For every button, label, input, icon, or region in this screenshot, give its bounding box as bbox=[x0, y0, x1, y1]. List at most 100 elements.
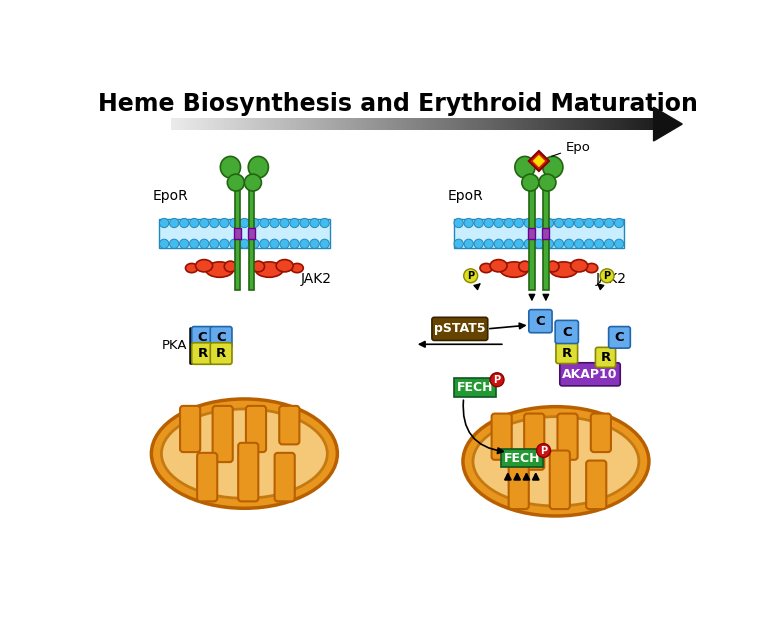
Text: C: C bbox=[535, 315, 545, 328]
Text: R: R bbox=[197, 347, 207, 361]
Circle shape bbox=[454, 239, 463, 249]
Circle shape bbox=[200, 218, 209, 228]
Text: pSTAT5: pSTAT5 bbox=[434, 322, 486, 335]
Ellipse shape bbox=[152, 399, 337, 508]
FancyBboxPatch shape bbox=[529, 184, 535, 291]
Circle shape bbox=[464, 218, 473, 228]
Ellipse shape bbox=[291, 263, 303, 273]
Text: JAK2: JAK2 bbox=[301, 272, 332, 286]
Circle shape bbox=[484, 218, 493, 228]
FancyBboxPatch shape bbox=[234, 228, 241, 238]
Circle shape bbox=[179, 239, 189, 249]
FancyBboxPatch shape bbox=[192, 343, 214, 364]
Ellipse shape bbox=[585, 263, 598, 273]
Ellipse shape bbox=[549, 262, 577, 277]
FancyBboxPatch shape bbox=[192, 326, 214, 348]
Text: C: C bbox=[562, 326, 572, 339]
Circle shape bbox=[537, 444, 550, 457]
FancyBboxPatch shape bbox=[557, 413, 577, 460]
Circle shape bbox=[504, 239, 514, 249]
Circle shape bbox=[544, 239, 553, 249]
Ellipse shape bbox=[500, 262, 528, 277]
FancyBboxPatch shape bbox=[556, 342, 577, 364]
FancyBboxPatch shape bbox=[591, 413, 611, 452]
Circle shape bbox=[310, 239, 319, 249]
Circle shape bbox=[210, 239, 219, 249]
Circle shape bbox=[464, 239, 473, 249]
Polygon shape bbox=[533, 155, 545, 167]
Circle shape bbox=[544, 218, 553, 228]
Ellipse shape bbox=[162, 409, 327, 498]
Circle shape bbox=[320, 218, 329, 228]
Circle shape bbox=[594, 218, 604, 228]
Circle shape bbox=[454, 218, 463, 228]
FancyBboxPatch shape bbox=[524, 413, 545, 470]
FancyBboxPatch shape bbox=[529, 310, 552, 333]
Circle shape bbox=[260, 218, 269, 228]
Circle shape bbox=[490, 373, 504, 387]
FancyBboxPatch shape bbox=[180, 406, 200, 452]
Text: Heme Biosynthesis and Erythroid Maturation: Heme Biosynthesis and Erythroid Maturati… bbox=[98, 92, 698, 116]
Circle shape bbox=[240, 239, 249, 249]
Circle shape bbox=[249, 218, 259, 228]
Circle shape bbox=[605, 218, 614, 228]
FancyBboxPatch shape bbox=[248, 228, 255, 238]
Text: R: R bbox=[562, 347, 572, 359]
Circle shape bbox=[464, 269, 478, 282]
FancyBboxPatch shape bbox=[586, 460, 606, 509]
Text: P: P bbox=[493, 375, 500, 385]
Text: R: R bbox=[601, 351, 611, 364]
Ellipse shape bbox=[245, 174, 261, 191]
FancyBboxPatch shape bbox=[595, 347, 615, 368]
Circle shape bbox=[320, 239, 329, 249]
Circle shape bbox=[514, 239, 524, 249]
Text: Epo: Epo bbox=[552, 141, 591, 156]
Ellipse shape bbox=[490, 259, 507, 272]
Ellipse shape bbox=[539, 174, 556, 191]
Circle shape bbox=[584, 218, 594, 228]
FancyBboxPatch shape bbox=[549, 450, 570, 509]
FancyBboxPatch shape bbox=[492, 413, 512, 460]
Circle shape bbox=[615, 239, 624, 249]
Text: AKAP10: AKAP10 bbox=[563, 368, 618, 381]
Circle shape bbox=[280, 239, 289, 249]
FancyBboxPatch shape bbox=[279, 406, 299, 445]
Circle shape bbox=[554, 218, 563, 228]
Circle shape bbox=[230, 239, 239, 249]
Circle shape bbox=[310, 218, 319, 228]
Text: EpoR: EpoR bbox=[448, 189, 483, 203]
Ellipse shape bbox=[196, 259, 213, 272]
Circle shape bbox=[474, 239, 483, 249]
Ellipse shape bbox=[522, 174, 539, 191]
Text: JAK2: JAK2 bbox=[595, 272, 626, 286]
Circle shape bbox=[270, 218, 279, 228]
Circle shape bbox=[159, 218, 169, 228]
Ellipse shape bbox=[473, 417, 639, 506]
Circle shape bbox=[300, 239, 309, 249]
FancyBboxPatch shape bbox=[432, 317, 488, 340]
Circle shape bbox=[564, 239, 573, 249]
FancyBboxPatch shape bbox=[211, 326, 232, 348]
Circle shape bbox=[474, 218, 483, 228]
Circle shape bbox=[504, 218, 514, 228]
Text: C: C bbox=[197, 331, 207, 344]
Circle shape bbox=[605, 239, 614, 249]
Ellipse shape bbox=[252, 261, 264, 272]
Bar bbox=[454, 219, 624, 248]
Circle shape bbox=[574, 239, 584, 249]
Circle shape bbox=[594, 239, 604, 249]
Circle shape bbox=[190, 218, 199, 228]
Circle shape bbox=[554, 239, 563, 249]
Circle shape bbox=[600, 269, 614, 282]
Ellipse shape bbox=[221, 156, 241, 178]
Circle shape bbox=[300, 218, 309, 228]
FancyBboxPatch shape bbox=[197, 453, 218, 501]
Circle shape bbox=[220, 239, 229, 249]
Circle shape bbox=[159, 239, 169, 249]
Circle shape bbox=[535, 218, 544, 228]
Text: R: R bbox=[216, 347, 226, 361]
Ellipse shape bbox=[463, 406, 649, 516]
FancyBboxPatch shape bbox=[509, 460, 529, 509]
Text: EpoR: EpoR bbox=[153, 189, 189, 203]
Text: P: P bbox=[467, 271, 474, 281]
